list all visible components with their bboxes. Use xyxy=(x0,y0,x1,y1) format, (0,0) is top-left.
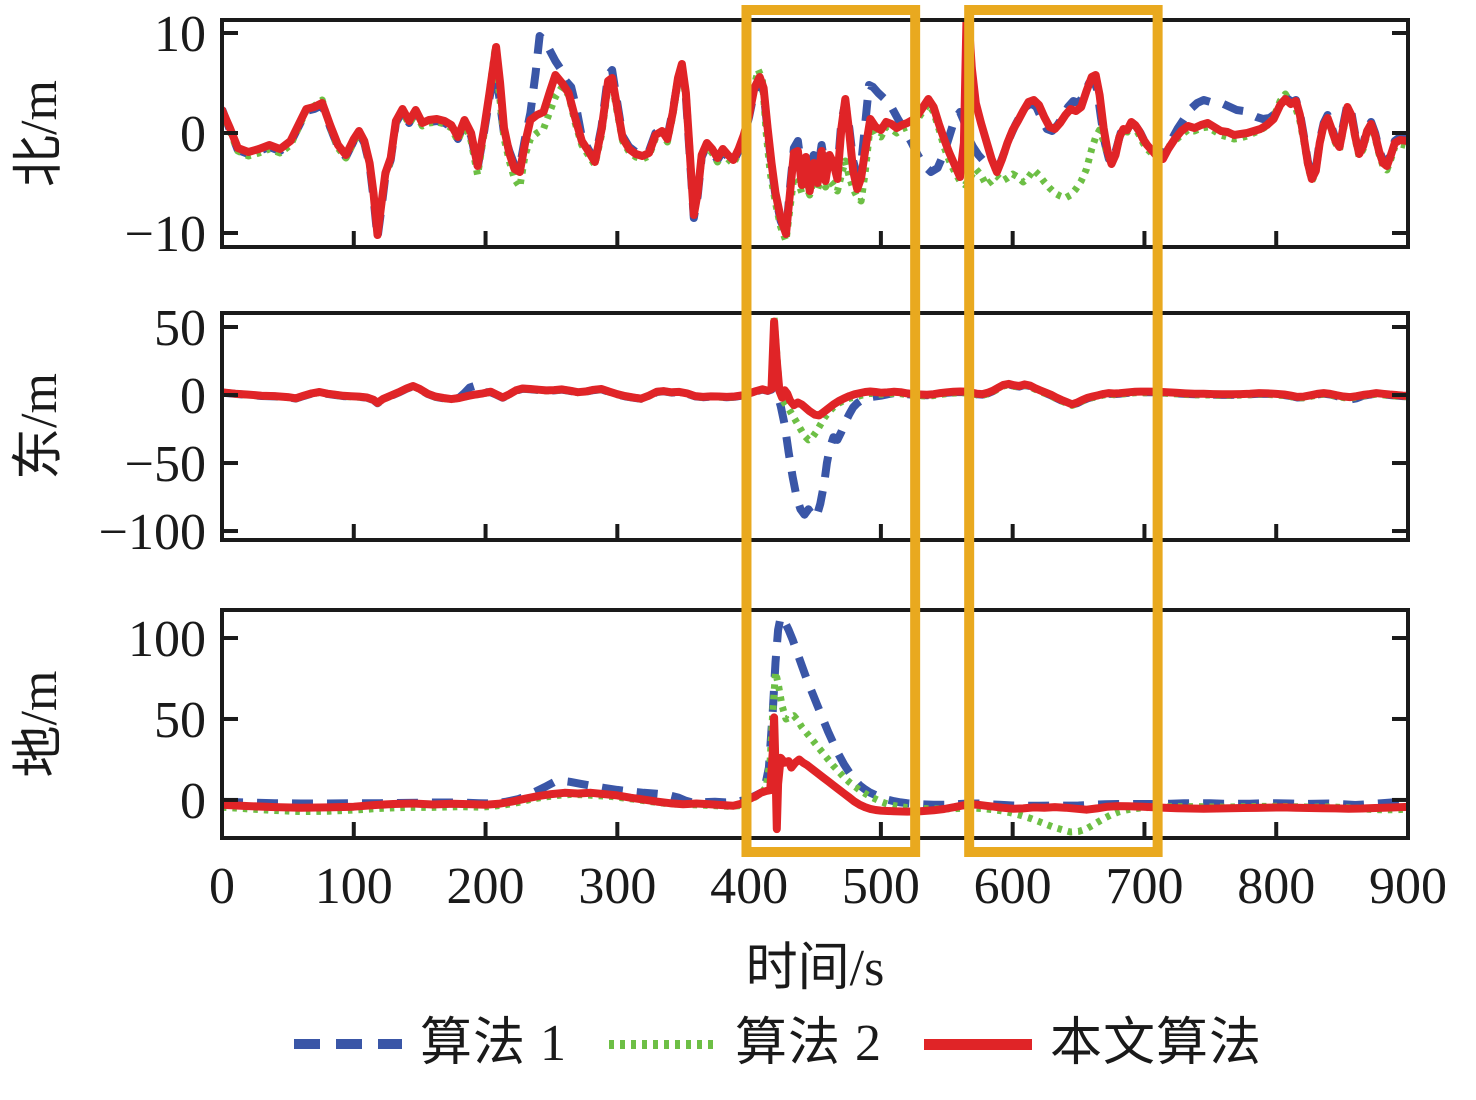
xtick-label-400: 400 xyxy=(710,858,788,915)
series-east-solid xyxy=(222,317,1408,420)
ytick-label-down-100: 100 xyxy=(128,611,206,668)
ylabel-down: 地/m xyxy=(11,671,68,778)
highlight-box-1 xyxy=(741,5,921,857)
xtick-label-500: 500 xyxy=(842,858,920,915)
xtick-label-100: 100 xyxy=(315,858,393,915)
axes-frame-down xyxy=(220,608,1410,840)
subplot-north: 10 0 −10 北/m xyxy=(11,6,1410,263)
ytick-label-down-0: 0 xyxy=(180,773,206,830)
series-down-solid xyxy=(222,713,1408,834)
ytick-label-down-50: 50 xyxy=(154,692,206,749)
subplot-down: 100 50 0 地/m xyxy=(11,608,1410,840)
legend-item-alg1: 算法 1 xyxy=(293,1014,567,1074)
series-east-dotted xyxy=(222,314,1408,444)
series-down-dashed xyxy=(222,613,1408,810)
xtick-label-600: 600 xyxy=(974,858,1052,915)
ytick-label-east-0: 0 xyxy=(180,368,206,425)
subplot-east: 50 0 −50 −100 东/m xyxy=(11,300,1410,561)
xtick-label-300: 300 xyxy=(578,858,656,915)
xlabel: 时间/s xyxy=(746,940,885,997)
legend-line-alg2-dotted xyxy=(608,1039,717,1049)
legend-item-alg2: 算法 2 xyxy=(608,1014,882,1074)
ytick-label-north-0: 0 xyxy=(180,106,206,163)
ytick-label-east--50: −50 xyxy=(125,436,206,493)
series-north-dotted xyxy=(222,47,1408,245)
series-north-solid xyxy=(222,20,1408,239)
highlight-box-2 xyxy=(964,5,1163,857)
axes-frame-north xyxy=(220,18,1410,249)
legend-label-alg2: 算法 2 xyxy=(734,1015,882,1072)
xtick-label-900: 900 xyxy=(1369,858,1447,915)
legend-label-proposed: 本文算法 xyxy=(1050,1015,1263,1072)
ytick-label-north--10: −10 xyxy=(125,206,206,263)
axes-frame-east xyxy=(220,311,1410,542)
xtick-label-0: 0 xyxy=(209,858,235,915)
ytick-label-east--100: −100 xyxy=(99,504,206,561)
legend-label-alg1: 算法 1 xyxy=(419,1015,567,1072)
legend-item-proposed: 本文算法 xyxy=(924,1014,1262,1074)
legend: 算法 1 算法 2 本文算法 xyxy=(40,1014,1476,1074)
xtick-label-700: 700 xyxy=(1105,858,1183,915)
ytick-label-east-50: 50 xyxy=(154,300,206,357)
ytick-label-north-10: 10 xyxy=(154,6,206,63)
ylabel-north: 北/m xyxy=(11,80,68,187)
legend-line-alg1-dashed xyxy=(293,1039,402,1049)
series-east-dashed xyxy=(222,380,1408,522)
xtick-label-800: 800 xyxy=(1237,858,1315,915)
ylabel-east: 东/m xyxy=(11,373,68,480)
xtick-label-200: 200 xyxy=(447,858,525,915)
legend-line-proposed-solid xyxy=(924,1038,1032,1050)
